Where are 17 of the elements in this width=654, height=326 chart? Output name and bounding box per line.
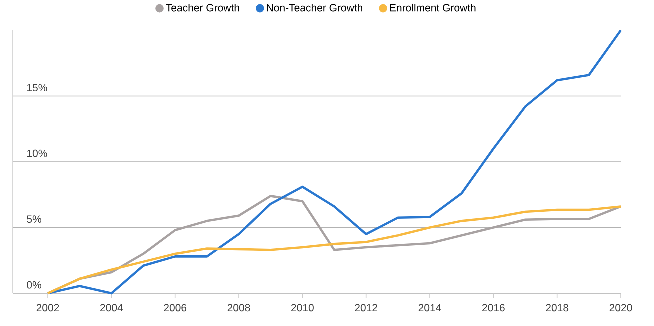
x-tick-label: 2006 (164, 304, 187, 312)
x-tick-label: 2004 (100, 304, 124, 312)
x-tick-label: 2020 (610, 304, 632, 312)
y-tick-label: 15% (27, 84, 48, 92)
x-tick-label: 2008 (228, 304, 250, 312)
y-tick-label: 0% (27, 281, 42, 289)
legend-label: Teacher Growth (166, 4, 240, 12)
legend-label: Enrollment Growth (390, 4, 476, 12)
x-tick-label: 2016 (482, 304, 505, 312)
y-tick-label: 10% (27, 150, 48, 158)
legend-label: Non-Teacher Growth (267, 4, 362, 12)
x-tick-label: 2002 (36, 304, 60, 312)
x-tick-label: 2014 (418, 304, 442, 312)
x-tick-label: 2012 (355, 304, 378, 312)
x-tick-label: 2018 (546, 304, 569, 312)
y-tick-label: 5% (27, 215, 42, 223)
x-tick-label: 2010 (292, 304, 314, 312)
